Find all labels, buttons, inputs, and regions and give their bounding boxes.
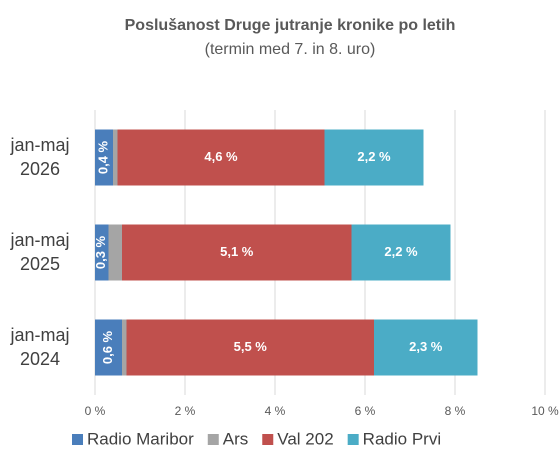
legend-label: Ars bbox=[223, 429, 249, 448]
data-label: 5,5 % bbox=[234, 339, 268, 354]
chart-title: Poslušanost Druge jutranje kronike po le… bbox=[125, 17, 456, 34]
legend-label: Radio Prvi bbox=[363, 429, 441, 448]
x-tick-label: 8 % bbox=[445, 404, 466, 418]
x-tick-label: 6 % bbox=[355, 404, 376, 418]
bar-segment bbox=[351, 224, 451, 281]
legend-swatch bbox=[347, 434, 359, 445]
data-label: 0,6 % bbox=[100, 330, 115, 364]
data-label: 2,2 % bbox=[384, 244, 418, 259]
chart-subtitle: (termin med 7. in 8. uro) bbox=[205, 41, 376, 58]
bar-segment bbox=[95, 224, 109, 281]
bar-segment bbox=[122, 224, 352, 281]
bar-segment bbox=[374, 319, 478, 376]
bar-segment bbox=[95, 319, 122, 376]
bar-segment bbox=[113, 129, 118, 186]
data-label: 4,6 % bbox=[204, 149, 238, 164]
data-label: 0,4 % bbox=[95, 140, 110, 174]
y-tick-label: jan-maj 2025 bbox=[10, 229, 70, 274]
bar-segment bbox=[117, 129, 325, 186]
bar-segment bbox=[108, 224, 122, 281]
bar-segment bbox=[95, 129, 113, 186]
x-tick-label: 10 % bbox=[531, 404, 559, 418]
x-tick-label: 2 % bbox=[175, 404, 196, 418]
data-label: 2,3 % bbox=[409, 339, 443, 354]
bar-segment bbox=[324, 129, 424, 186]
legend-swatch bbox=[262, 434, 274, 445]
data-label: 5,1 % bbox=[220, 244, 254, 259]
legend-swatch bbox=[72, 434, 83, 445]
y-tick-label: jan-maj 2024 bbox=[10, 324, 70, 369]
bar-segment bbox=[126, 319, 374, 376]
y-tick-label: jan-maj 2026 bbox=[10, 134, 70, 179]
x-tick-label: 4 % bbox=[265, 404, 286, 418]
x-tick-label: 0 % bbox=[85, 404, 106, 418]
bar-segment bbox=[122, 319, 127, 376]
data-label: 0,3 % bbox=[93, 235, 108, 269]
legend-label: Radio Maribor bbox=[87, 429, 194, 448]
data-label: 2,2 % bbox=[357, 149, 391, 164]
legend-label: Val 202 bbox=[277, 429, 333, 448]
legend-swatch bbox=[207, 434, 219, 445]
